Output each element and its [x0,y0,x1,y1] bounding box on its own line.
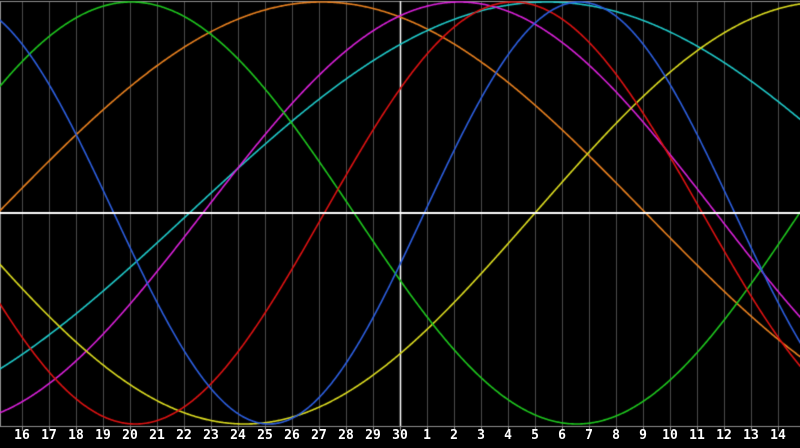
chart-canvas [0,0,800,448]
biorhythm-chart: 16 17 18 19 20 21 22 23 24 25 26 27 28 29 30 1 2 3 4 5 6 7 8 9 1… [0,0,800,448]
